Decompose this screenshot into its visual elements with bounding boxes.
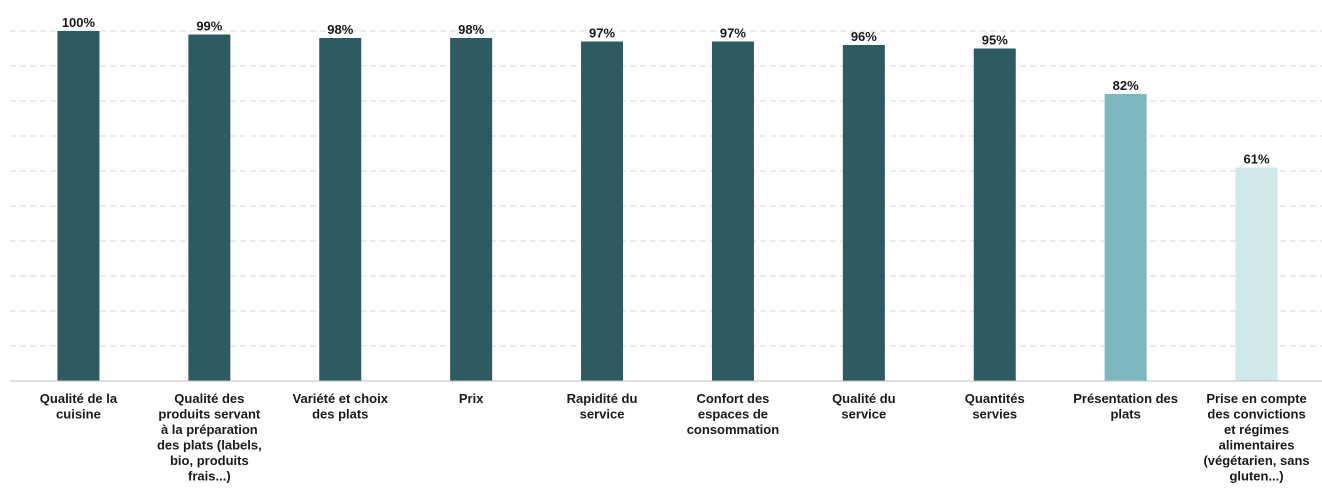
category-label-line: Prix [459,391,484,406]
value-labels: 100% 99% 98% 98% 97% 97% 96% 95% 82% 61% [62,15,1270,167]
category-label-line: gluten...) [1229,469,1283,484]
category-label-line: frais...) [188,469,231,484]
category-label-line: Prise en compte [1206,391,1306,406]
data-label: 96% [851,29,877,44]
category-label: Qualité de la cuisine [40,391,118,422]
data-label: 95% [982,33,1008,48]
data-label: 99% [196,19,222,34]
bar [450,38,493,381]
data-label: 97% [589,26,615,41]
category-label-line: et régimes [1224,422,1289,437]
category-label-line: Confort des [696,391,769,406]
category-label-line: service [841,407,886,422]
category-label-line: service [580,407,625,422]
category-label-line: Rapidité du [567,391,638,406]
category-label-line: Qualité du [832,391,896,406]
category-label: Confort des espaces de consommation [687,391,780,437]
category-label: Rapidité du service [567,391,638,422]
category-label-line: bio, produits [170,453,249,468]
data-label: 61% [1244,152,1270,167]
category-label-line: espaces de [698,407,768,422]
category-labels: Qualité de la cuisine Qualité des produits … [40,391,1310,484]
category-label: Quantités servies [965,391,1025,422]
category-label-line: des plats [312,407,368,422]
data-label: 98% [327,22,353,37]
category-label-line: des convictions [1207,407,1305,422]
category-label-line: alimentaires [1219,438,1295,453]
data-label: 97% [720,26,746,41]
category-label-line: produits servant [158,407,261,422]
bar [319,38,362,381]
category-label-line: à la préparation [161,422,258,437]
category-label-line: Qualité des [174,391,244,406]
category-label-line: des plats (labels, [157,438,262,453]
category-label: Prise en compte des convictions et régimes… [1203,391,1309,484]
bar [1235,167,1278,381]
category-label-line: servies [972,407,1017,422]
category-label: Variété et choix des plats [293,391,389,422]
bar [711,41,754,381]
data-label: 100% [62,15,96,30]
category-label-line: cuisine [56,407,101,422]
category-label: Prix [459,391,484,406]
category-label: Qualité des produits servant à la préparat… [157,391,262,484]
bar [973,48,1016,381]
bar [581,41,624,381]
data-label: 82% [1113,78,1139,93]
category-label-line: Qualité de la [40,391,118,406]
bars [57,31,1278,381]
bar [1104,94,1147,381]
category-label-line: consommation [687,422,780,437]
gridlines [10,30,1322,347]
bar [842,45,885,381]
category-label: Présentation des plats [1073,391,1178,422]
category-label-line: Variété et choix [293,391,389,406]
category-label-line: (végétarien, sans [1203,453,1309,468]
bar [188,34,231,381]
category-label-line: plats [1110,407,1140,422]
data-label: 98% [458,22,484,37]
bar [57,31,100,381]
category-label-line: Quantités [965,391,1025,406]
category-label: Qualité du service [832,391,896,422]
category-label-line: Présentation des [1073,391,1178,406]
